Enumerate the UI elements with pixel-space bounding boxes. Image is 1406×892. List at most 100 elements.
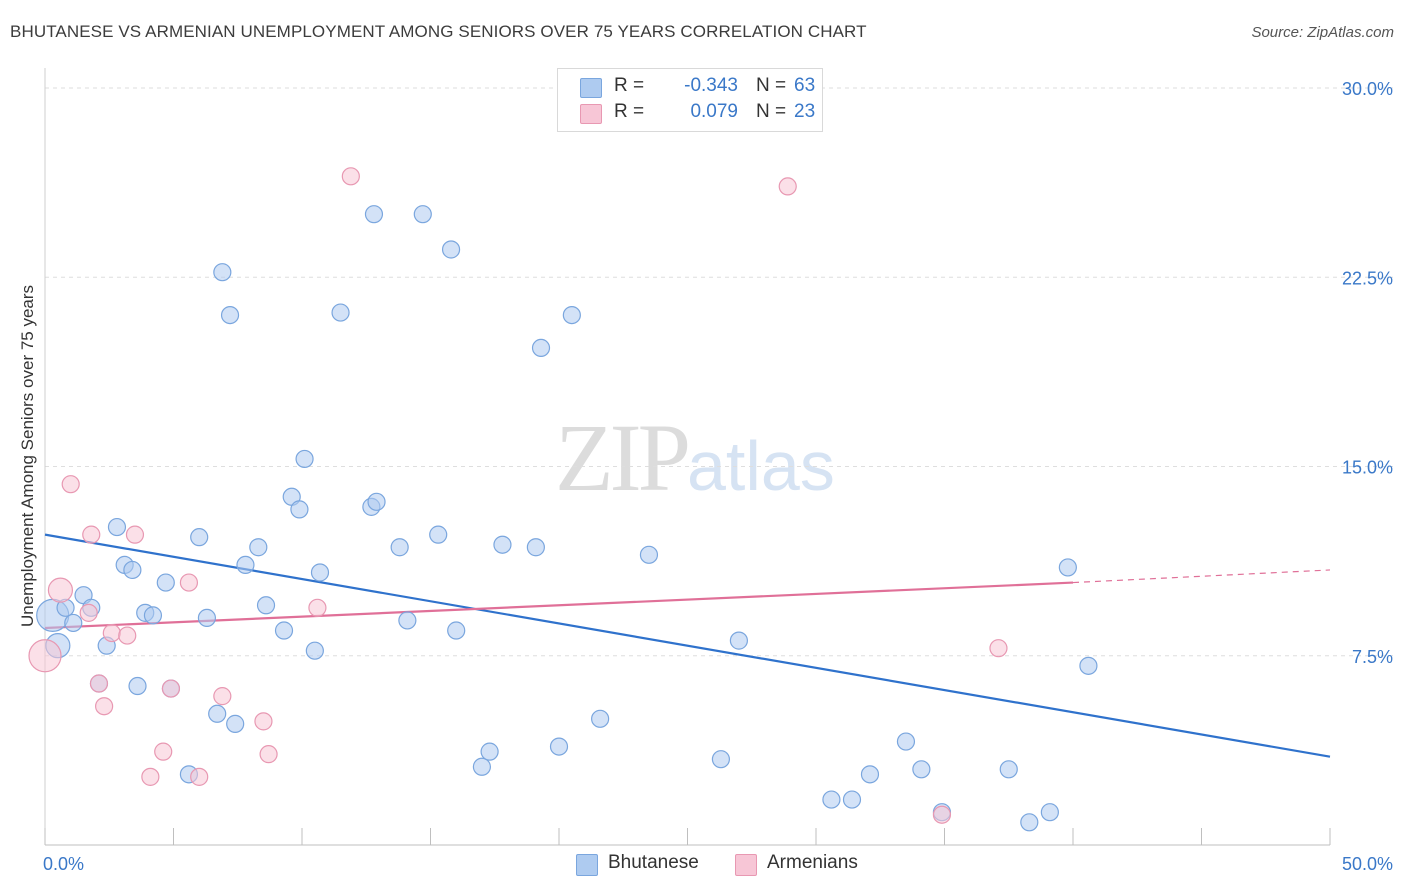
- point-armenians: [118, 626, 137, 645]
- point-armenians: [254, 712, 273, 731]
- legend-n-value: 63: [794, 75, 816, 96]
- point-bhutanese: [64, 613, 83, 633]
- point-armenians: [341, 167, 360, 186]
- point-bhutanese: [999, 760, 1018, 779]
- x-tick-label: 50.0%: [1342, 854, 1393, 874]
- point-bhutanese: [441, 240, 461, 259]
- point-armenians: [161, 679, 181, 698]
- point-bhutanese: [1058, 558, 1077, 577]
- x-tick-label: 0.0%: [43, 854, 84, 874]
- legend-r-value: 0.079: [690, 101, 738, 122]
- point-bhutanese: [842, 790, 862, 809]
- point-bhutanese: [364, 205, 384, 224]
- point-bhutanese: [274, 621, 294, 640]
- point-bhutanese: [236, 555, 255, 575]
- point-bhutanese: [1079, 656, 1098, 675]
- legend-n-value: 23: [794, 101, 816, 122]
- point-bhutanese: [526, 538, 545, 557]
- point-armenians: [125, 525, 145, 544]
- legend-label-armenians: Armenians: [767, 852, 858, 873]
- legend-n-label: N =: [756, 101, 787, 122]
- point-armenians: [82, 525, 101, 544]
- point-bhutanese: [1020, 813, 1039, 832]
- y-tick-label: 7.5%: [1352, 647, 1393, 667]
- point-bhutanese: [367, 492, 386, 511]
- series-legend: Bhutanese Armenians: [0, 852, 1406, 878]
- y-tick-label: 30.0%: [1342, 79, 1393, 99]
- point-armenians: [102, 623, 121, 643]
- point-armenians: [141, 767, 160, 786]
- point-armenians: [89, 674, 109, 693]
- point-bhutanese: [256, 596, 276, 615]
- point-armenians: [213, 687, 232, 706]
- point-bhutanese: [711, 750, 731, 769]
- point-bhutanese: [143, 606, 163, 625]
- data-points: [28, 167, 1098, 832]
- point-armenians: [79, 603, 98, 622]
- point-bhutanese: [822, 790, 841, 809]
- tick-labels: 7.5% 15.0% 22.5% 30.0% 0.0% 50.0%: [43, 79, 1393, 874]
- legend-r-label: R =: [614, 101, 645, 122]
- point-bhutanese: [480, 742, 499, 761]
- point-bhutanese: [413, 205, 432, 224]
- point-armenians: [259, 745, 278, 764]
- legend-swatch-armenians: [580, 104, 602, 124]
- point-bhutanese: [197, 608, 217, 628]
- point-armenians: [190, 767, 209, 786]
- legend-swatch-armenians: [735, 854, 757, 876]
- point-bhutanese: [249, 538, 268, 557]
- point-bhutanese: [226, 714, 245, 733]
- point-bhutanese: [447, 621, 466, 640]
- source-credit: Source: ZipAtlas.com: [1251, 24, 1394, 41]
- y-axis-label: Unemployment Among Seniors over 75 years: [18, 285, 37, 627]
- point-bhutanese: [128, 676, 147, 696]
- point-bhutanese: [220, 306, 240, 325]
- trend-lines: [44, 533, 1331, 758]
- point-bhutanese: [896, 732, 916, 751]
- point-armenians: [989, 639, 1008, 658]
- y-tick-label: 22.5%: [1342, 268, 1393, 288]
- point-armenians: [95, 697, 114, 716]
- point-bhutanese: [531, 338, 551, 358]
- point-bhutanese: [213, 263, 232, 282]
- point-bhutanese: [729, 631, 749, 650]
- point-bhutanese: [591, 709, 610, 728]
- point-bhutanese: [310, 563, 330, 582]
- point-bhutanese: [390, 538, 409, 557]
- point-bhutanese: [429, 525, 448, 544]
- trend-line-armenians: [44, 581, 1074, 630]
- point-armenians: [778, 177, 797, 196]
- correlation-legend: R = -0.343 N = 63 R = 0.079 N = 23: [557, 68, 823, 132]
- point-armenians: [61, 475, 80, 494]
- legend-r-label: R =: [614, 75, 645, 96]
- point-bhutanese: [549, 737, 569, 756]
- point-bhutanese: [860, 765, 880, 784]
- point-armenians: [179, 573, 199, 592]
- y-tick-label: 15.0%: [1342, 458, 1393, 478]
- point-armenians: [932, 805, 952, 824]
- point-bhutanese: [295, 449, 314, 469]
- legend-n-label: N =: [756, 75, 787, 96]
- point-bhutanese: [639, 545, 659, 564]
- point-bhutanese: [331, 303, 350, 322]
- point-bhutanese: [156, 573, 175, 592]
- chart-title: BHUTANESE VS ARMENIAN UNEMPLOYMENT AMONG…: [10, 22, 867, 41]
- legend-r-value: -0.343: [684, 75, 738, 96]
- trend-line-bhutanese: [44, 533, 1331, 758]
- legend-swatch-bhutanese: [580, 78, 602, 98]
- trend-extension-armenians: [1072, 569, 1331, 584]
- point-bhutanese: [290, 500, 309, 519]
- point-bhutanese: [472, 757, 491, 776]
- axes: [44, 68, 1331, 846]
- legend-swatch-bhutanese: [576, 854, 598, 876]
- point-armenians: [308, 598, 327, 617]
- point-bhutanese: [1040, 803, 1059, 822]
- point-bhutanese: [398, 611, 417, 630]
- point-bhutanese: [208, 704, 227, 723]
- point-bhutanese: [493, 535, 512, 554]
- legend-label-bhutanese: Bhutanese: [608, 852, 699, 873]
- point-bhutanese: [107, 517, 127, 537]
- point-bhutanese: [912, 760, 931, 779]
- point-bhutanese: [305, 641, 324, 660]
